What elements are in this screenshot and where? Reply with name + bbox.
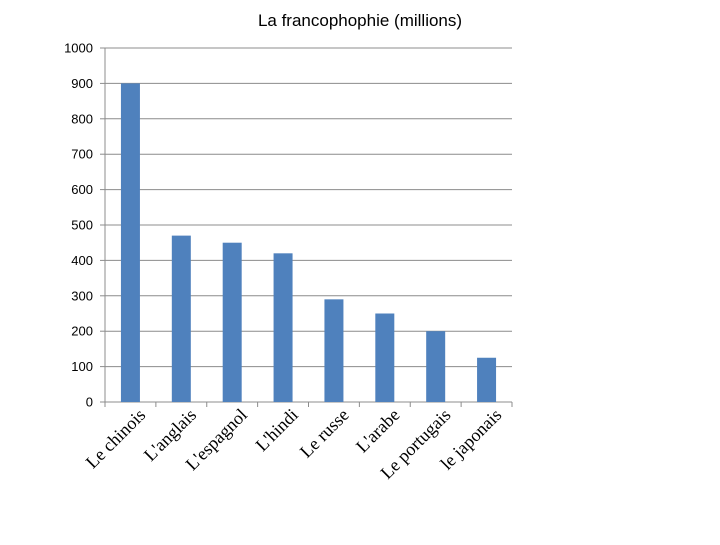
x-tick-label: Le chinois bbox=[82, 405, 150, 473]
bar bbox=[273, 253, 293, 402]
bar bbox=[120, 83, 140, 403]
y-tick-label: 200 bbox=[71, 324, 93, 339]
x-tick-label: L'hindi bbox=[252, 405, 302, 455]
bars bbox=[120, 83, 497, 403]
gridlines bbox=[105, 47, 512, 368]
bar bbox=[426, 331, 446, 402]
y-tick-label: 900 bbox=[71, 76, 93, 91]
y-tick-label: 700 bbox=[71, 147, 93, 162]
axes bbox=[100, 47, 513, 407]
bar bbox=[375, 313, 395, 402]
y-tick-label: 800 bbox=[71, 111, 93, 126]
y-tick-label: 1000 bbox=[64, 41, 93, 56]
bar bbox=[477, 357, 497, 402]
bar bbox=[171, 235, 191, 402]
y-tick-label: 400 bbox=[71, 253, 93, 268]
bar bbox=[324, 299, 344, 402]
y-tick-label: 300 bbox=[71, 288, 93, 303]
y-axis-ticks: 0 100 200 300 400 500 600 700 800 900 1000 bbox=[64, 41, 93, 410]
y-tick-label: 0 bbox=[86, 395, 93, 410]
chart-title: La francophophie (millions) bbox=[258, 11, 462, 30]
y-tick-label: 600 bbox=[71, 182, 93, 197]
y-tick-label: 500 bbox=[71, 218, 93, 233]
y-tick-label: 100 bbox=[71, 359, 93, 374]
bar bbox=[222, 242, 242, 402]
x-tick-label: Le russe bbox=[296, 405, 353, 462]
